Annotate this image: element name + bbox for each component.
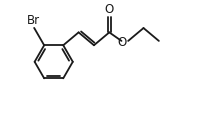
Text: O: O [105, 3, 114, 16]
Text: Br: Br [27, 14, 40, 27]
Text: O: O [117, 36, 126, 49]
